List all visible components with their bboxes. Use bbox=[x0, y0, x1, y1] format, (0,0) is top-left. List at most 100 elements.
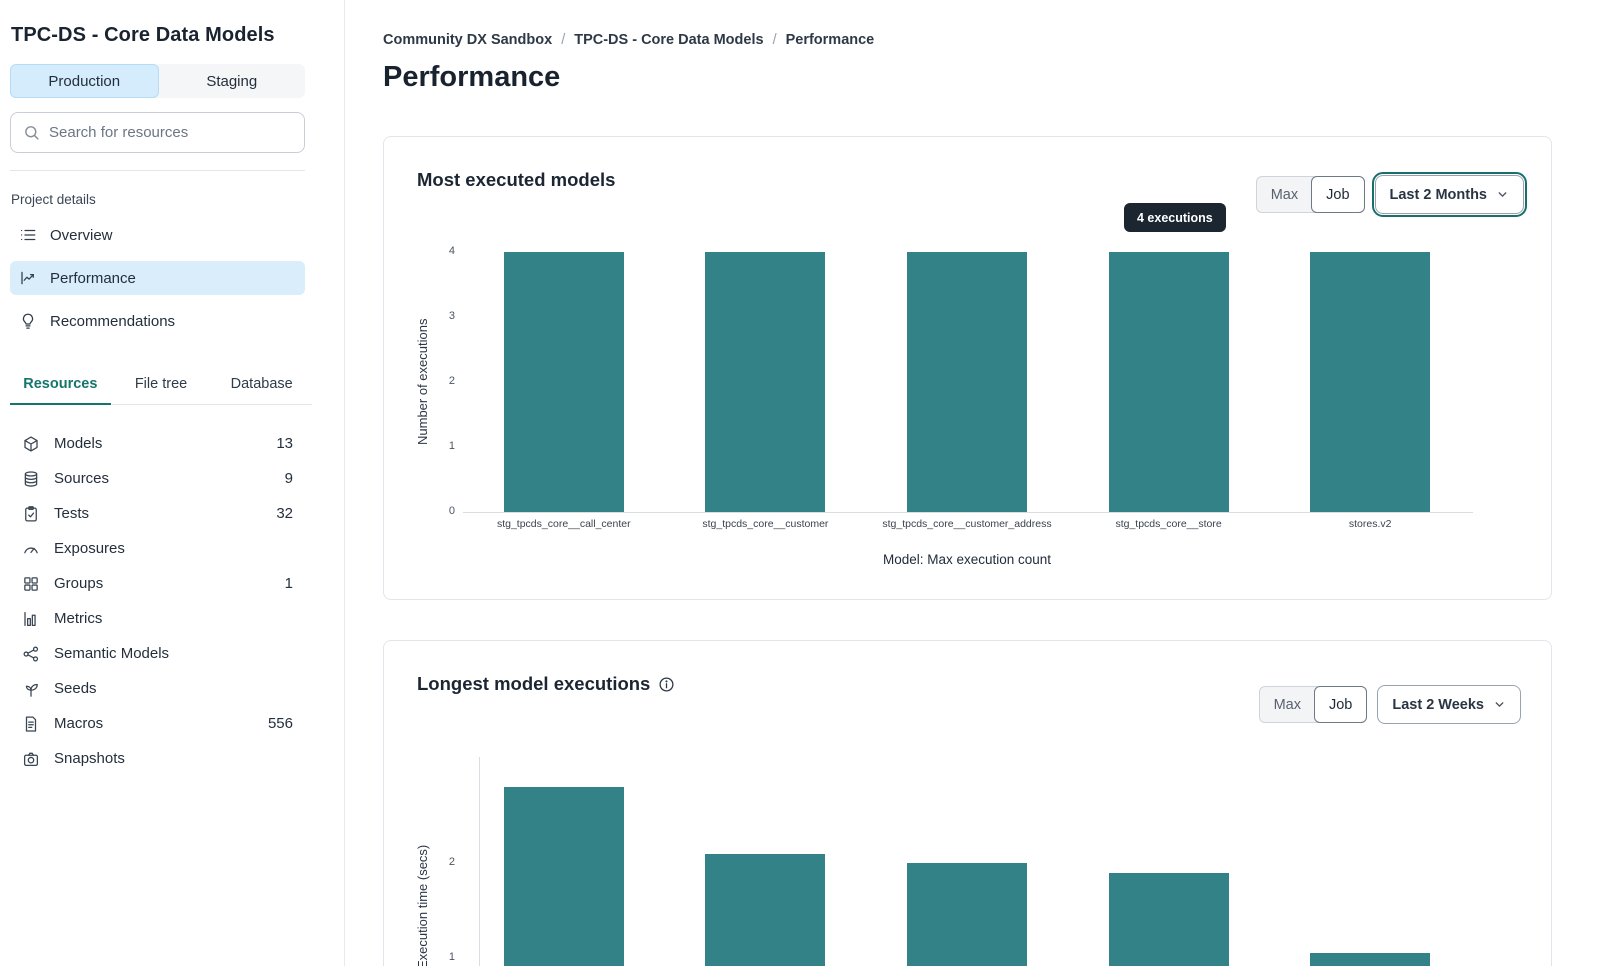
resource-row-exposures[interactable]: Exposures bbox=[10, 531, 305, 566]
time-range-value: Last 2 Weeks bbox=[1392, 696, 1484, 713]
y-axis-line bbox=[479, 757, 480, 966]
x-axis-label: stg_tpcds_core__call_center bbox=[496, 518, 631, 530]
y-axis-title: Execution time (secs) bbox=[415, 844, 430, 966]
time-range-dropdown[interactable]: Last 2 Weeks bbox=[1377, 685, 1521, 724]
sidebar-item-label: Overview bbox=[50, 226, 113, 244]
most-executed-models-card: Most executed models Max Job Last 2 Mont… bbox=[383, 136, 1552, 600]
resource-label: Tests bbox=[54, 505, 90, 522]
resource-label: Sources bbox=[54, 470, 110, 487]
page-title: Performance bbox=[383, 61, 561, 93]
y-tick-label: 0 bbox=[448, 505, 455, 517]
breadcrumb: Community DX Sandbox / TPC-DS - Core Data … bbox=[383, 32, 874, 48]
resource-row-groups[interactable]: Groups 1 bbox=[10, 566, 305, 601]
cube-icon bbox=[24, 435, 38, 452]
resource-label: Macros bbox=[54, 715, 104, 732]
y-tick-label: 4 bbox=[448, 245, 455, 257]
bar[interactable] bbox=[1310, 953, 1431, 966]
sidebar-item-performance[interactable]: Performance bbox=[10, 261, 305, 295]
y-tick-label: 1 bbox=[448, 440, 455, 452]
job-toggle-button[interactable]: Job bbox=[1313, 686, 1368, 723]
bars bbox=[463, 761, 1471, 966]
tab-database[interactable]: Database bbox=[230, 376, 293, 392]
sidebar-item-label: Recommendations bbox=[50, 312, 176, 330]
bar[interactable] bbox=[1108, 252, 1229, 512]
sidebar-divider bbox=[10, 170, 305, 171]
resource-row-models[interactable]: Models 13 bbox=[10, 426, 305, 461]
card-title: Most executed models bbox=[417, 169, 616, 190]
resource-count: 556 bbox=[267, 715, 293, 732]
tab-resources[interactable]: Resources bbox=[10, 368, 111, 405]
bar[interactable] bbox=[1108, 872, 1229, 966]
document-icon bbox=[25, 715, 37, 732]
resource-row-metrics[interactable]: Metrics bbox=[10, 601, 305, 636]
search-icon bbox=[25, 126, 39, 140]
time-range-value: Last 2 Months bbox=[1389, 186, 1487, 203]
grid-icon bbox=[24, 576, 38, 591]
resource-row-seeds[interactable]: Seeds bbox=[10, 671, 305, 706]
resource-label: Metrics bbox=[54, 610, 103, 627]
resource-count: 9 bbox=[284, 470, 293, 487]
max-job-toggle: Max Job bbox=[1255, 176, 1365, 213]
resource-row-tests[interactable]: Tests 32 bbox=[10, 496, 305, 531]
resource-tabs: Resources File tree Database bbox=[10, 368, 312, 405]
tab-staging[interactable]: Staging bbox=[159, 64, 306, 98]
list-icon bbox=[20, 229, 36, 241]
y-tick-label: 2 bbox=[448, 856, 455, 868]
bar[interactable] bbox=[705, 853, 826, 966]
y-tick-label: 3 bbox=[448, 310, 455, 322]
resource-label: Exposures bbox=[54, 540, 125, 557]
bar[interactable] bbox=[503, 252, 624, 512]
resource-row-semantic-models[interactable]: Semantic Models bbox=[10, 636, 305, 671]
bar[interactable] bbox=[705, 252, 826, 512]
breadcrumb-item[interactable]: TPC-DS - Core Data Models bbox=[574, 32, 764, 48]
info-icon[interactable] bbox=[658, 676, 675, 693]
resource-count: 32 bbox=[276, 505, 293, 522]
breadcrumb-item[interactable]: Community DX Sandbox bbox=[383, 32, 553, 48]
longest-model-executions-card: Longest model executions Max Job Last 2 … bbox=[383, 640, 1552, 966]
lightbulb-icon bbox=[22, 313, 34, 329]
bars bbox=[463, 252, 1471, 512]
search-input[interactable] bbox=[49, 124, 292, 141]
sidebar-item-label: Performance bbox=[50, 269, 136, 287]
resource-row-macros[interactable]: Macros 556 bbox=[10, 706, 305, 741]
chart-controls: Max Job Last 2 Months bbox=[1255, 172, 1528, 217]
main-content: Community DX Sandbox / TPC-DS - Core Data … bbox=[345, 0, 1621, 966]
gauge-icon bbox=[24, 546, 38, 553]
job-toggle-button[interactable]: Job bbox=[1311, 176, 1365, 213]
bar[interactable] bbox=[503, 787, 624, 966]
breadcrumb-separator: / bbox=[561, 32, 566, 48]
max-toggle-button[interactable]: Max bbox=[1257, 177, 1312, 212]
resource-label: Semantic Models bbox=[54, 645, 170, 662]
search-box bbox=[10, 112, 305, 153]
bar[interactable] bbox=[906, 863, 1027, 966]
camera-icon bbox=[23, 752, 39, 766]
bar[interactable] bbox=[906, 252, 1027, 512]
sidebar-item-overview[interactable]: Overview bbox=[10, 218, 305, 252]
environment-toggle: Production Staging bbox=[10, 64, 305, 98]
resource-count: 1 bbox=[284, 575, 293, 592]
time-range-dropdown[interactable]: Last 2 Months bbox=[1371, 172, 1528, 217]
bar[interactable] bbox=[1310, 252, 1431, 512]
sidebar-item-recommendations[interactable]: Recommendations bbox=[10, 304, 305, 338]
tab-file-tree[interactable]: File tree bbox=[134, 376, 188, 392]
resource-label: Groups bbox=[54, 575, 104, 592]
resource-row-snapshots[interactable]: Snapshots bbox=[10, 741, 305, 776]
max-toggle-button[interactable]: Max bbox=[1260, 687, 1315, 722]
x-axis-label: stg_tpcds_core__customer bbox=[702, 518, 829, 530]
resource-row-sources[interactable]: Sources 9 bbox=[10, 461, 305, 496]
executions-bar-chart: 0 1 2 3 4 bbox=[449, 245, 1473, 517]
x-axis-label: stores.v2 bbox=[1348, 518, 1392, 530]
clipboard-check-icon bbox=[25, 505, 37, 522]
tab-production[interactable]: Production bbox=[10, 64, 159, 98]
resource-list: Models 13 Sources 9 Tests 32 Exposures Groups 1 M… bbox=[10, 426, 305, 776]
y-tick-label: 2 bbox=[448, 375, 455, 387]
resource-label: Models bbox=[54, 435, 103, 452]
x-axis-label: stg_tpcds_core__store bbox=[1115, 518, 1222, 530]
chart-tooltip: 4 executions bbox=[1124, 203, 1226, 232]
card-title: Longest model executions bbox=[417, 673, 675, 695]
project-title: TPC-DS - Core Data Models bbox=[11, 24, 275, 46]
x-axis-title: Model: Max execution count bbox=[882, 552, 1052, 567]
resource-count: 13 bbox=[276, 435, 293, 452]
semantic-graph-icon bbox=[23, 646, 39, 661]
